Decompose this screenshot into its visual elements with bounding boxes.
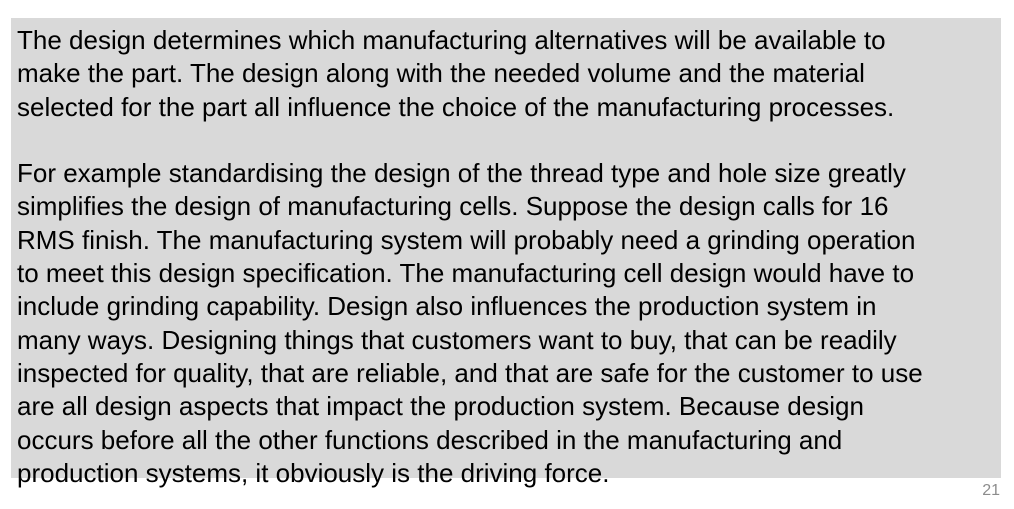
- paragraph-1: The design determines which manufacturin…: [17, 24, 1007, 124]
- text-line: make the part. The design along with the…: [17, 58, 865, 89]
- text-line: to meet this design specification. The m…: [17, 258, 915, 289]
- page-number: 21: [982, 482, 1000, 499]
- text-line: occurs before all the other functions de…: [17, 424, 843, 455]
- text-line: are all design aspects that impact the p…: [17, 391, 864, 422]
- text-line: many ways. Designing things that custome…: [17, 324, 897, 355]
- text-line: include grinding capability. Design also…: [17, 291, 877, 322]
- text-line: The design determines which manufacturin…: [17, 25, 886, 55]
- text-line: RMS finish. The manufacturing system wil…: [17, 224, 916, 255]
- text-line: simplifies the design of manufacturing c…: [17, 191, 889, 222]
- paragraph-spacer: [17, 124, 1007, 157]
- text-line: production systems, it obviously is the …: [17, 457, 610, 488]
- paragraph-2: For example standardising the design of …: [17, 157, 1007, 490]
- text-box-background: [11, 18, 1001, 478]
- text-line: inspected for quality, that are reliable…: [17, 357, 923, 388]
- slide-body-text: The design determines which manufacturin…: [17, 24, 1007, 490]
- text-line: selected for the part all influence the …: [17, 91, 895, 122]
- text-line: For example standardising the design of …: [17, 158, 906, 189]
